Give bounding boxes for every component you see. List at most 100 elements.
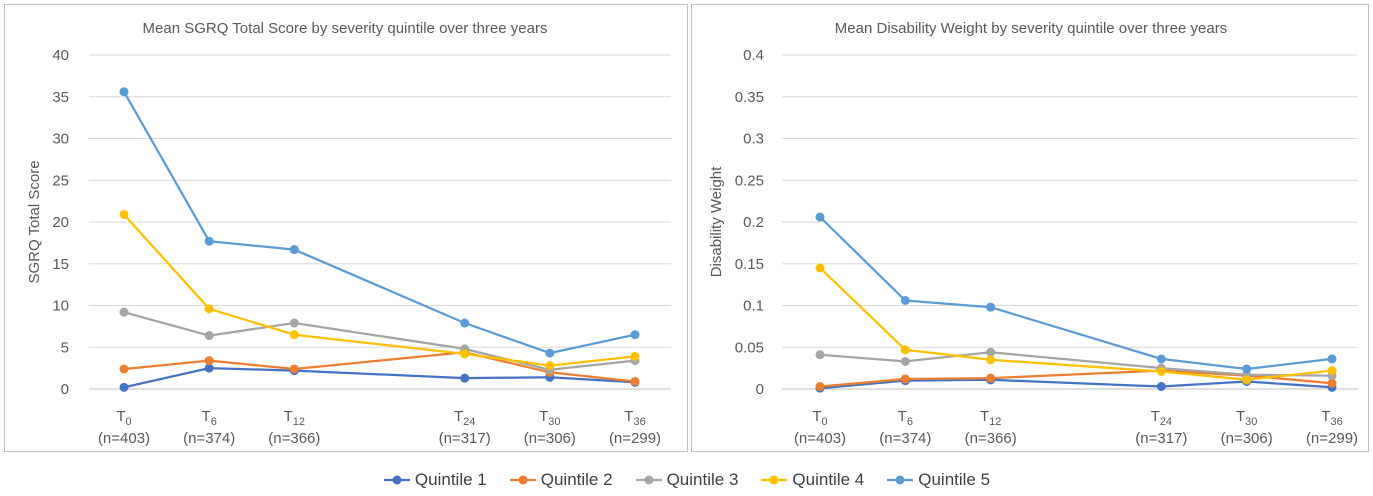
data-point-quintile-1 (1156, 381, 1166, 391)
series-line-quintile-5 (123, 91, 636, 355)
y-tick-label: 0.15 (735, 256, 764, 273)
x-tick-count: (n=317) (1135, 430, 1187, 447)
y-tick-label: 40 (52, 47, 69, 64)
data-point-quintile-2 (204, 356, 214, 366)
legend-label: Quintile 2 (540, 470, 613, 489)
data-point-quintile-4 (204, 304, 214, 314)
sgrq-chart-panel: Mean SGRQ Total Score by severity quinti… (4, 4, 688, 452)
data-point-quintile-4 (119, 209, 129, 219)
data-point-quintile-3 (204, 331, 214, 341)
x-tick-count: (n=366) (268, 430, 320, 447)
y-tick-label: 0.25 (735, 172, 764, 189)
data-point-quintile-5 (204, 236, 214, 246)
x-tick-count: (n=366) (965, 430, 1017, 447)
y-tick-label: 0.4 (743, 47, 764, 64)
x-tick-label: T0 (116, 408, 131, 428)
data-point-quintile-5 (815, 212, 825, 222)
y-tick-label: 10 (52, 298, 69, 315)
x-tick-label: T30 (539, 408, 560, 428)
sgrq-chart: Mean SGRQ Total Score by severity quinti… (26, 20, 671, 447)
chart-title: Mean Disability Weight by severity quint… (835, 20, 1227, 37)
x-tick-count: (n=403) (98, 430, 150, 447)
disability-chart-panel: Mean Disability Weight by severity quint… (691, 4, 1369, 452)
x-tick-label: T0 (812, 408, 827, 428)
x-tick-count: (n=403) (794, 430, 846, 447)
data-point-quintile-4 (289, 330, 299, 340)
x-tick-count: (n=374) (879, 430, 931, 447)
legend-label: Quintile 4 (792, 470, 865, 489)
data-point-quintile-1 (204, 363, 214, 373)
legend-marker-icon (887, 475, 914, 485)
data-point-quintile-5 (1242, 364, 1252, 374)
data-point-quintile-3 (986, 347, 996, 357)
legend: Quintile 1 Quintile 2 Quintile 3 Quintile 4… (0, 468, 1373, 492)
y-tick-label: 35 (52, 89, 69, 106)
series-line-quintile-1 (819, 378, 1333, 390)
data-point-quintile-3 (815, 350, 825, 360)
data-point-quintile-5 (289, 245, 299, 255)
x-tick-label: T24 (454, 408, 475, 428)
x-tick-label: T6 (898, 408, 913, 428)
series-line-quintile-5 (819, 216, 1333, 371)
series-line-quintile-4 (819, 267, 1333, 381)
data-point-quintile-5 (900, 295, 910, 305)
data-point-quintile-5 (1156, 354, 1166, 364)
series-line-quintile-1 (123, 366, 636, 389)
series-line-quintile-3 (123, 311, 636, 371)
data-point-quintile-3 (119, 307, 129, 317)
data-point-quintile-4 (900, 345, 910, 355)
data-point-quintile-5 (545, 348, 555, 358)
data-point-quintile-1 (460, 373, 470, 383)
data-point-quintile-1 (119, 382, 129, 392)
data-point-quintile-3 (900, 356, 910, 366)
legend-item-quintile-5: Quintile 5 (886, 470, 990, 490)
y-tick-label: 0.3 (743, 131, 764, 148)
y-tick-label: 20 (52, 214, 69, 231)
legend-marker-icon (635, 475, 662, 485)
legend-label: Quintile 1 (414, 470, 487, 489)
data-point-quintile-5 (986, 302, 996, 312)
y-axis-title: Disability Weight (708, 166, 725, 277)
x-tick-count: (n=306) (524, 430, 576, 447)
disability-chart: Mean Disability Weight by severity quint… (708, 20, 1358, 447)
data-point-quintile-5 (119, 87, 129, 97)
x-tick-count: (n=306) (1221, 430, 1273, 447)
y-tick-label: 0.35 (735, 89, 764, 106)
y-tick-label: 0.2 (743, 214, 764, 231)
y-tick-label: 0 (61, 381, 69, 398)
data-point-quintile-5 (1327, 354, 1337, 364)
data-point-quintile-2 (900, 374, 910, 384)
data-point-quintile-2 (1327, 378, 1337, 388)
x-tick-label: T30 (1236, 408, 1257, 428)
data-point-quintile-4 (630, 351, 640, 361)
legend-item-quintile-4: Quintile 4 (760, 470, 864, 490)
legend-marker-icon (383, 475, 410, 485)
series-line-quintile-4 (123, 213, 636, 367)
y-tick-label: 0.1 (743, 298, 764, 315)
y-tick-label: 0 (756, 381, 764, 398)
x-tick-label: T6 (202, 408, 217, 428)
data-point-quintile-5 (460, 318, 470, 328)
x-tick-label: T12 (980, 408, 1001, 428)
x-tick-count: (n=299) (1306, 430, 1358, 447)
data-point-quintile-2 (119, 364, 129, 374)
data-point-quintile-4 (815, 263, 825, 273)
data-point-quintile-2 (986, 373, 996, 383)
data-point-quintile-4 (1156, 366, 1166, 376)
x-tick-count: (n=317) (439, 430, 491, 447)
data-point-quintile-3 (289, 318, 299, 328)
data-point-quintile-4 (986, 355, 996, 365)
legend-label: Quintile 5 (918, 470, 991, 489)
data-point-quintile-2 (815, 381, 825, 391)
x-tick-label: T12 (284, 408, 305, 428)
x-tick-label: T36 (1321, 408, 1342, 428)
series-line-quintile-2 (123, 351, 636, 383)
legend-item-quintile-3: Quintile 3 (635, 470, 738, 490)
data-point-quintile-4 (460, 349, 470, 359)
data-point-quintile-4 (1242, 375, 1252, 385)
y-tick-label: 0.05 (735, 339, 764, 356)
x-tick-label: T24 (1151, 408, 1172, 428)
x-tick-count: (n=299) (609, 430, 661, 447)
series-line-quintile-3 (819, 351, 1333, 377)
data-point-quintile-5 (630, 330, 640, 340)
